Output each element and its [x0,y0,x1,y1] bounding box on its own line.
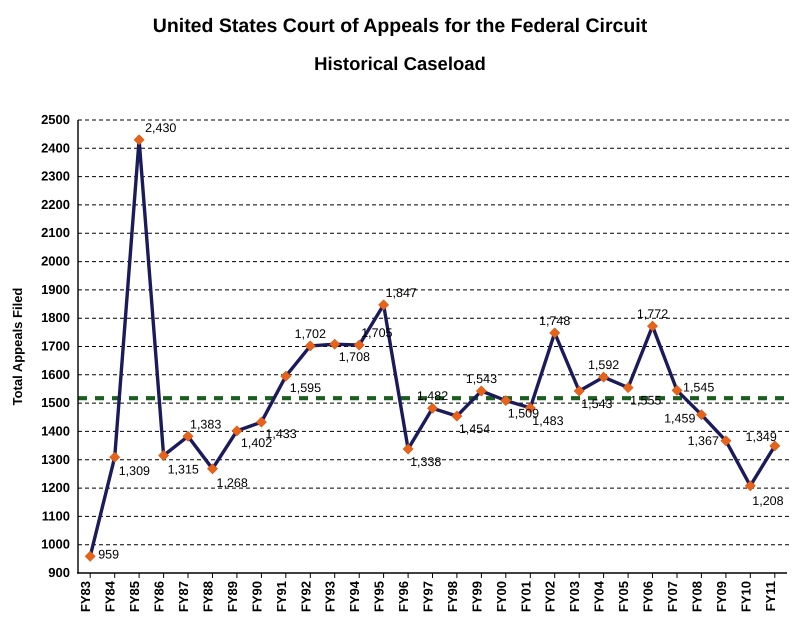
svg-text:1,483: 1,483 [532,414,563,428]
svg-text:FY96: FY96 [396,581,411,612]
svg-text:1700: 1700 [41,339,70,354]
svg-text:FY02: FY02 [543,581,558,612]
svg-text:FY05: FY05 [616,581,631,612]
svg-text:FY87: FY87 [176,581,191,612]
svg-text:FY89: FY89 [225,581,240,612]
svg-text:1,338: 1,338 [410,455,441,469]
svg-text:1,349: 1,349 [746,430,777,444]
svg-text:FY00: FY00 [494,581,509,612]
svg-text:2000: 2000 [41,254,70,269]
svg-text:1,772: 1,772 [637,307,668,321]
svg-text:FY09: FY09 [714,581,729,612]
svg-text:FY93: FY93 [323,581,338,612]
svg-text:1,367: 1,367 [688,434,719,448]
svg-text:959: 959 [98,547,119,561]
svg-text:FY86: FY86 [152,581,167,612]
svg-text:1,847: 1,847 [386,286,417,300]
svg-text:2,430: 2,430 [145,121,176,135]
svg-text:FY92: FY92 [298,581,313,612]
svg-text:1600: 1600 [41,367,70,382]
svg-text:1,592: 1,592 [588,358,619,372]
svg-text:2200: 2200 [41,197,70,212]
svg-text:1100: 1100 [42,508,70,523]
svg-text:1,208: 1,208 [752,494,783,508]
svg-text:1,702: 1,702 [295,327,326,341]
svg-text:FY84: FY84 [103,580,118,612]
svg-text:1900: 1900 [41,282,70,297]
svg-text:FY88: FY88 [201,581,216,612]
svg-text:1,482: 1,482 [417,389,448,403]
svg-text:1000: 1000 [41,537,70,552]
svg-text:2500: 2500 [41,112,70,127]
svg-text:FY03: FY03 [567,581,582,612]
svg-text:FY94: FY94 [347,580,362,612]
svg-text:1,459: 1,459 [664,412,695,426]
svg-text:1400: 1400 [41,423,70,438]
svg-text:1500: 1500 [41,395,70,410]
svg-text:1,595: 1,595 [290,381,321,395]
svg-text:1,543: 1,543 [466,372,497,386]
svg-text:FY10: FY10 [738,581,753,612]
svg-text:2300: 2300 [41,169,70,184]
svg-text:FY90: FY90 [249,581,264,612]
svg-text:1,268: 1,268 [217,476,248,490]
svg-text:FY91: FY91 [274,581,289,612]
svg-text:1,708: 1,708 [339,350,370,364]
svg-text:1,315: 1,315 [168,463,199,477]
svg-text:2100: 2100 [41,225,70,240]
svg-text:2400: 2400 [41,140,70,155]
svg-text:FY85: FY85 [127,581,142,612]
svg-text:1,433: 1,433 [265,427,296,441]
svg-text:FY97: FY97 [421,581,436,612]
svg-text:FY07: FY07 [665,581,680,612]
svg-text:FY98: FY98 [445,581,460,612]
svg-text:1300: 1300 [41,452,70,467]
svg-text:FY11: FY11 [763,581,778,611]
svg-text:1,543: 1,543 [581,397,612,411]
svg-text:FY04: FY04 [592,580,607,612]
svg-text:FY06: FY06 [641,581,656,612]
svg-text:1200: 1200 [41,480,70,495]
svg-text:1,705: 1,705 [361,326,392,340]
svg-text:FY01: FY01 [518,581,533,612]
svg-text:FY08: FY08 [689,581,704,612]
svg-text:FY83: FY83 [78,581,93,612]
svg-text:1,545: 1,545 [683,380,714,394]
svg-text:Total Appeals Filed: Total Appeals Filed [10,288,25,406]
svg-text:FY95: FY95 [372,581,387,612]
svg-text:1,383: 1,383 [190,417,221,431]
svg-text:1,748: 1,748 [539,314,570,328]
svg-text:1,555: 1,555 [630,394,661,408]
svg-text:FY99: FY99 [469,581,484,612]
svg-text:900: 900 [48,565,70,580]
svg-text:1,454: 1,454 [459,422,490,436]
svg-text:1800: 1800 [41,310,70,325]
svg-text:1,309: 1,309 [119,464,150,478]
